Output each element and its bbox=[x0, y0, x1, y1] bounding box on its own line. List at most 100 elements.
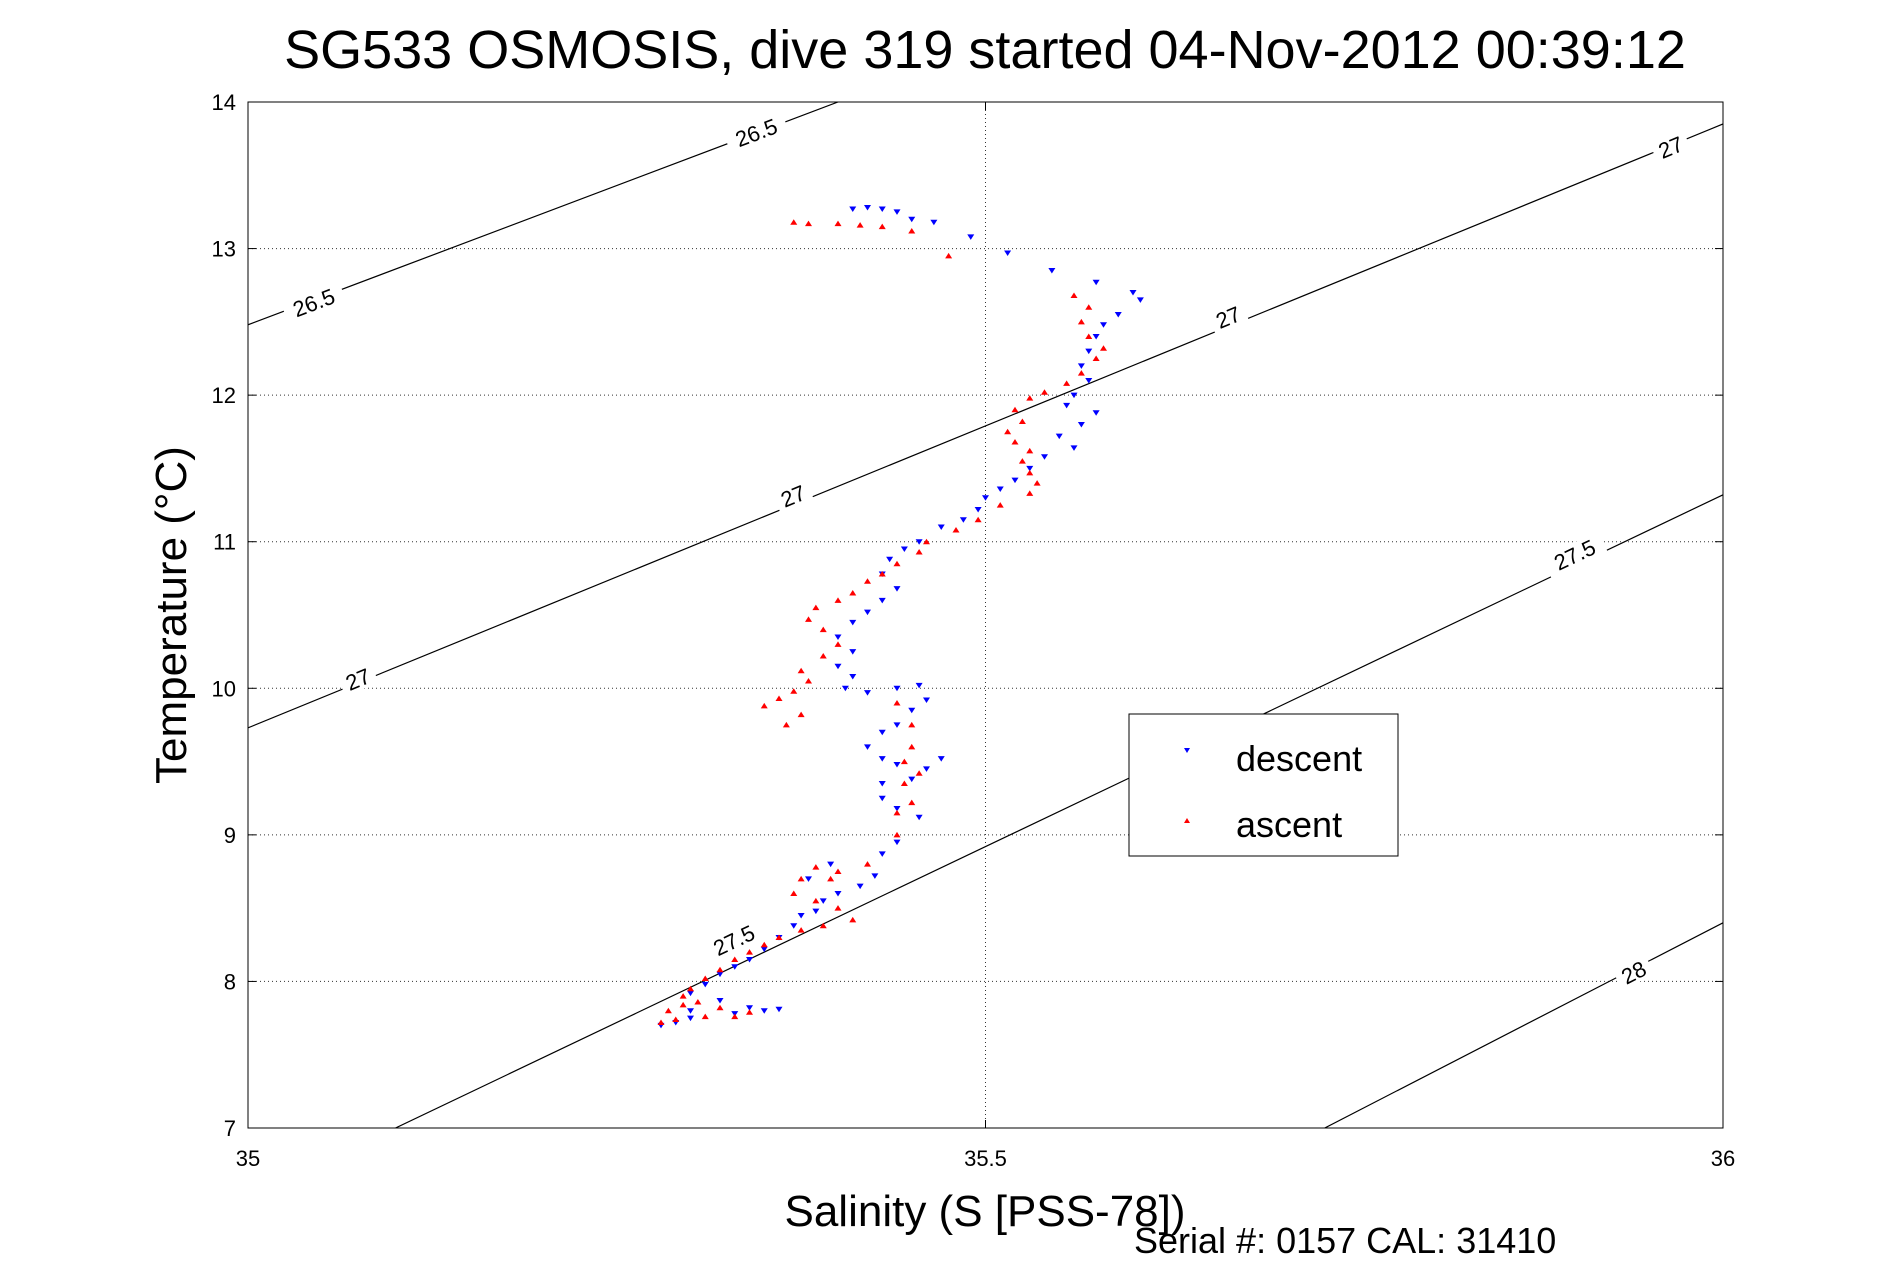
ascent-point bbox=[805, 616, 812, 622]
descent-point bbox=[937, 524, 945, 531]
descent-point bbox=[1092, 410, 1100, 416]
descent-point bbox=[878, 597, 886, 604]
x-tick-label: 35.5 bbox=[964, 1146, 1007, 1171]
ascent-point bbox=[1100, 345, 1107, 351]
ascent-point bbox=[746, 1009, 753, 1015]
descent-point bbox=[849, 206, 857, 212]
ascent-point bbox=[908, 743, 916, 750]
descent-point bbox=[893, 685, 901, 692]
descent-point bbox=[716, 997, 724, 1004]
descent-point bbox=[893, 805, 901, 812]
descent-point bbox=[1129, 290, 1137, 296]
ascent-point bbox=[996, 502, 1004, 508]
descent-point bbox=[908, 776, 916, 783]
ascent-point bbox=[790, 890, 798, 896]
descent-point bbox=[760, 946, 768, 953]
descent-point bbox=[974, 506, 982, 513]
isopycnal-label-bg bbox=[701, 916, 767, 964]
ascent-point bbox=[900, 780, 908, 787]
ascent-point bbox=[1041, 389, 1048, 395]
ascent-point bbox=[834, 868, 842, 874]
ascent-point bbox=[834, 905, 842, 911]
descent-point bbox=[812, 908, 820, 915]
descent-point bbox=[864, 744, 871, 750]
y-tick-label: 9 bbox=[224, 823, 236, 848]
y-tick-label: 11 bbox=[213, 530, 236, 555]
ascent-point bbox=[1011, 439, 1019, 445]
descent-point bbox=[908, 216, 916, 223]
isopycnal-label-bg bbox=[337, 662, 379, 697]
descent-point bbox=[893, 839, 901, 846]
ascent-point bbox=[952, 526, 960, 533]
y-axis-label: Temperature (°C) bbox=[147, 446, 196, 784]
ascent-point bbox=[746, 949, 753, 955]
descent-point bbox=[716, 971, 724, 978]
ascent-point bbox=[812, 864, 820, 870]
descent-point bbox=[908, 707, 916, 714]
descent-point bbox=[841, 685, 849, 692]
x-tick-label: 36 bbox=[1711, 1146, 1735, 1171]
ascent-point bbox=[893, 809, 901, 816]
descent-point bbox=[790, 923, 798, 929]
ascent-point bbox=[1011, 406, 1019, 413]
ascent-point bbox=[878, 570, 886, 577]
descent-point bbox=[982, 495, 989, 501]
isopycnal-label-bg bbox=[280, 281, 347, 324]
ascent-point bbox=[716, 1004, 724, 1011]
ascent-point bbox=[790, 688, 798, 694]
ascent-point bbox=[1085, 333, 1093, 340]
descent-point bbox=[878, 781, 886, 787]
y-tick-label: 12 bbox=[212, 383, 236, 408]
y-tick-label: 8 bbox=[224, 969, 236, 994]
ascent-point bbox=[834, 220, 842, 227]
ascent-point bbox=[908, 721, 916, 728]
descent-point bbox=[864, 690, 871, 696]
isopycnal-label-group: 27 bbox=[337, 662, 379, 697]
descent-point bbox=[878, 851, 886, 857]
legend-descent-marker bbox=[1184, 748, 1190, 753]
descent-point bbox=[834, 634, 842, 640]
descent-point bbox=[687, 990, 694, 997]
descent-point bbox=[856, 883, 864, 890]
isopycnal-line bbox=[1324, 922, 1723, 1128]
ascent-point bbox=[1063, 380, 1071, 386]
ascent-point bbox=[834, 597, 842, 603]
ascent-point bbox=[679, 1001, 687, 1008]
ascent-point bbox=[760, 702, 768, 709]
descent-point bbox=[1055, 433, 1063, 440]
ascent-point bbox=[908, 799, 916, 806]
descent-point bbox=[1070, 392, 1078, 399]
chart-title: SG533 OSMOSIS, dive 319 started 04-Nov-2… bbox=[284, 20, 1686, 80]
isopycnal-label-bg bbox=[772, 478, 814, 513]
ascent-point bbox=[849, 916, 857, 923]
ascent-point bbox=[827, 875, 835, 882]
descent-point bbox=[996, 486, 1004, 492]
descent-point bbox=[775, 1006, 783, 1013]
descent-point bbox=[878, 795, 886, 802]
descent-point bbox=[878, 756, 886, 762]
isopycnal-label-bg bbox=[1612, 954, 1655, 991]
descent-point bbox=[937, 756, 945, 762]
ascent-point bbox=[694, 998, 702, 1005]
ascent-point bbox=[908, 227, 916, 234]
descent-point bbox=[1085, 348, 1093, 355]
ascent-point bbox=[819, 653, 827, 659]
ascent-point bbox=[805, 677, 812, 684]
descent-point bbox=[1100, 322, 1107, 328]
descent-point bbox=[701, 981, 709, 988]
descent-point bbox=[849, 619, 857, 626]
ascent-point bbox=[900, 758, 908, 765]
descent-point bbox=[959, 517, 967, 523]
ascent-point bbox=[1033, 480, 1041, 486]
ascent-point bbox=[797, 875, 805, 882]
descent-point bbox=[1114, 312, 1122, 318]
descent-point bbox=[1041, 454, 1048, 460]
descent-point bbox=[915, 814, 923, 821]
ascent-point bbox=[716, 966, 724, 973]
descent-point bbox=[915, 682, 923, 689]
descent-point bbox=[1004, 250, 1012, 256]
ascent-point bbox=[812, 604, 820, 611]
descent-point bbox=[849, 649, 857, 655]
ascent-point bbox=[945, 252, 953, 259]
y-tick-label: 13 bbox=[212, 237, 236, 262]
